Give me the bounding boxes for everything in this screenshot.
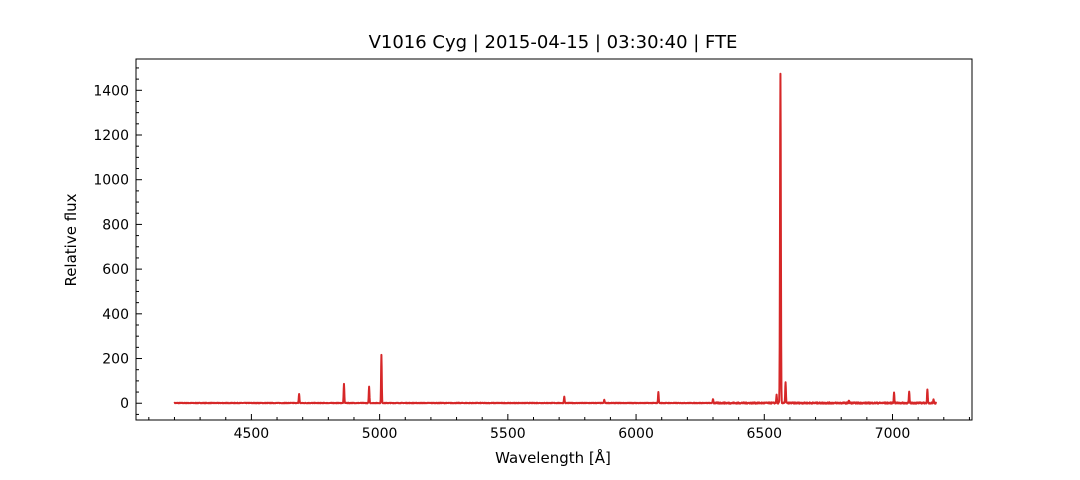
x-tick-label: 5500: [490, 426, 526, 442]
x-tick-label: 4500: [234, 426, 270, 442]
x-tick-label: 5000: [362, 426, 398, 442]
y-tick-label: 1400: [93, 83, 129, 99]
y-tick-label: 400: [102, 307, 129, 323]
y-axis-label: Relative flux: [62, 193, 80, 286]
y-tick-label: 1200: [93, 128, 129, 144]
y-axis-ticks: 0 200 400 600 800 1000 1200 1400: [93, 67, 142, 415]
x-tick-label: 7000: [875, 426, 911, 442]
y-tick-label: 600: [102, 262, 129, 278]
chart-title: V1016 Cyg | 2015-04-15 | 03:30:40 | FTE: [369, 32, 738, 53]
y-tick-label: 200: [102, 352, 129, 368]
x-tick-label: 6000: [618, 426, 654, 442]
x-tick-label: 6500: [746, 426, 782, 442]
y-tick-label: 0: [120, 396, 129, 412]
x-axis-label: Wavelength [Å]: [495, 448, 611, 467]
y-tick-label: 1000: [93, 173, 129, 189]
x-axis-ticks: 4500 5000 5500 6000 6500 7000: [148, 414, 970, 442]
spectrum-line: [173, 72, 938, 405]
y-tick-label: 800: [102, 217, 129, 233]
plot-frame: [135, 58, 973, 421]
